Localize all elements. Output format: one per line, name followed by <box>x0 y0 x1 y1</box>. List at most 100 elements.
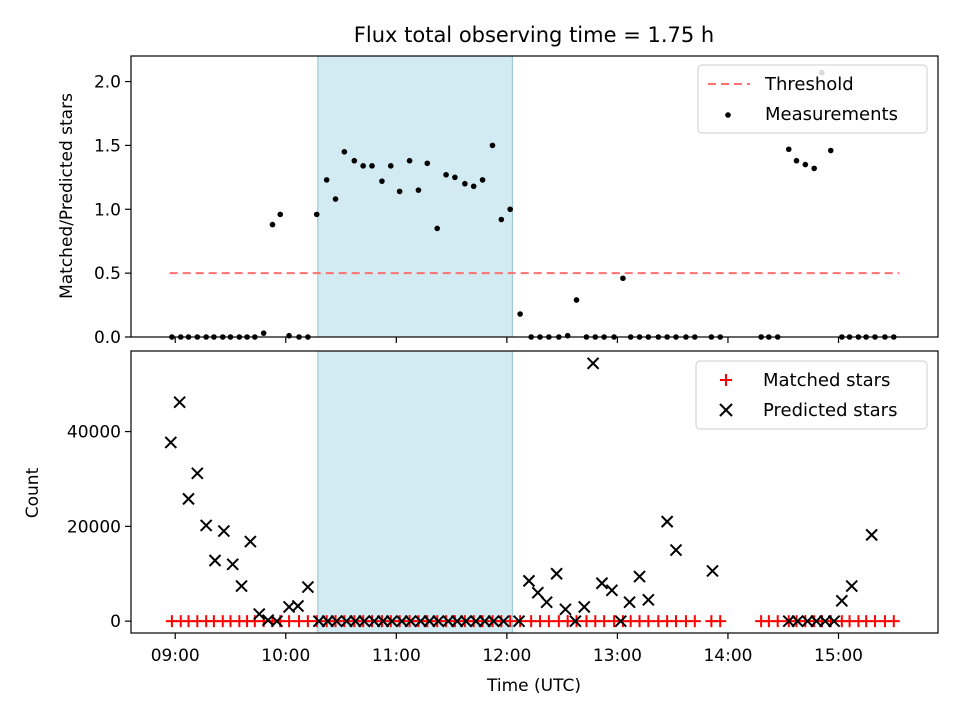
predicted-star-marker <box>414 614 427 628</box>
legend-predicted-label: Predicted stars <box>763 400 897 421</box>
top-shaded-region <box>317 55 513 338</box>
predicted-star-marker <box>578 600 591 614</box>
predicted-star-marker <box>226 558 239 571</box>
predicted-star-marker <box>633 570 646 583</box>
measurement-point <box>332 196 339 202</box>
measurement-point <box>341 148 348 155</box>
predicted-star-marker <box>270 614 284 628</box>
measurement-point <box>351 157 358 164</box>
predicted-star-marker <box>512 614 526 628</box>
bottom-plot-frame <box>130 350 939 634</box>
predicted-star-marker <box>706 564 719 578</box>
predicted-star-marker <box>385 614 399 628</box>
predicted-star-marker <box>478 614 491 628</box>
legend-measurements-swatch <box>725 112 731 118</box>
measurement-point <box>277 211 284 218</box>
predicted-star-marker <box>669 543 683 557</box>
predicted-star-marker <box>164 436 178 449</box>
measurement-point <box>811 165 817 172</box>
predicted-star-marker <box>642 593 655 607</box>
predicted-star-marker <box>301 580 315 594</box>
measurement-point <box>313 211 320 218</box>
predicted-star-marker <box>782 614 795 628</box>
measurement-point <box>517 311 523 317</box>
predicted-star-marker <box>404 614 417 628</box>
predicted-star-marker <box>605 584 619 597</box>
predicted-star-marker <box>349 614 362 628</box>
bottom-y-tick-label: 20000 <box>67 517 121 537</box>
x-tick-label: 11:00 <box>372 646 421 666</box>
measurement-point <box>424 160 431 167</box>
x-tick-label: 15:00 <box>814 646 863 666</box>
predicted-star-marker <box>569 614 582 628</box>
predicted-star-marker <box>450 614 464 628</box>
measurement-point <box>379 178 385 184</box>
predicted-star-marker <box>235 579 248 593</box>
top-y-tick-label: 1.5 <box>94 136 121 156</box>
x-tick-label: 14:00 <box>703 646 752 666</box>
predicted-star-marker <box>865 528 878 542</box>
predicted-star-marker <box>253 607 266 621</box>
predicted-star-marker <box>487 614 500 628</box>
measurement-point <box>286 332 292 339</box>
predicted-star-marker <box>367 614 381 628</box>
predicted-star-marker <box>801 614 814 628</box>
predicted-star-marker <box>330 614 343 628</box>
measurement-point <box>564 332 571 339</box>
predicted-star-marker <box>559 603 572 616</box>
top-y-tick-label: 0.5 <box>94 264 121 284</box>
top-legend-box <box>697 64 928 134</box>
predicted-star-marker <box>191 467 204 480</box>
measurement-point <box>260 330 267 336</box>
predicted-star-marker <box>586 357 600 370</box>
star-count-points <box>164 357 900 628</box>
predicted-star-marker <box>623 595 636 609</box>
legend-threshold-label: Threshold <box>764 74 854 95</box>
bottom-legend: Matched stars Predicted stars <box>695 360 928 430</box>
measurement-point <box>369 163 375 169</box>
measurement-point <box>827 147 834 154</box>
measurement-point <box>434 225 441 232</box>
x-tick-label: 09:00 <box>151 646 200 666</box>
x-tick-label: 10:00 <box>261 646 310 666</box>
top-y-tick-label: 2.0 <box>94 73 121 93</box>
matched-star-marker <box>688 615 701 628</box>
predicted-star-marker <box>423 614 436 628</box>
measurement-point <box>452 174 458 181</box>
top-y-axis-label: Matched/Predicted stars <box>57 93 77 299</box>
predicted-star-marker <box>432 614 445 628</box>
bottom-panel: 0 20000 40000 09:00 10:00 11:00 12:00 13:00 14:… <box>23 350 939 696</box>
legend-matched-swatch <box>720 374 732 386</box>
measurement-point <box>462 180 468 187</box>
predicted-star-marker <box>522 574 536 588</box>
measurement-point <box>620 275 626 282</box>
measurement-point <box>479 177 486 183</box>
predicted-star-marker <box>340 614 353 628</box>
predicted-star-marker <box>244 535 257 548</box>
predicted-star-marker <box>358 614 371 628</box>
matched-star-marker <box>887 615 900 628</box>
top-y-tick-label: 0.0 <box>94 328 121 348</box>
bottom-y-tick-label: 0 <box>110 612 121 632</box>
top-legend: Threshold Measurements <box>697 64 928 134</box>
predicted-star-marker <box>540 595 553 609</box>
predicted-star-marker <box>199 519 213 532</box>
predicted-star-marker <box>395 614 409 628</box>
predicted-star-marker <box>291 599 305 613</box>
predicted-star-marker <box>321 614 334 628</box>
bottom-y-axis-label: Count <box>23 467 43 518</box>
measurement-point <box>396 188 403 195</box>
predicted-star-marker <box>614 614 627 628</box>
x-tick-label: 13:00 <box>593 646 642 666</box>
predicted-star-marker <box>595 577 609 590</box>
top-x-ticks <box>174 337 840 343</box>
measurement-point <box>802 161 809 168</box>
measurement-point <box>470 183 477 190</box>
predicted-star-marker <box>791 614 804 628</box>
bottom-y-tick-label: 40000 <box>67 423 121 443</box>
measurement-point <box>387 163 394 169</box>
top-y-axis: 0.0 0.5 1.0 1.5 2.0 <box>94 73 131 348</box>
top-plot-frame <box>130 55 939 338</box>
measurement-point <box>489 142 496 149</box>
